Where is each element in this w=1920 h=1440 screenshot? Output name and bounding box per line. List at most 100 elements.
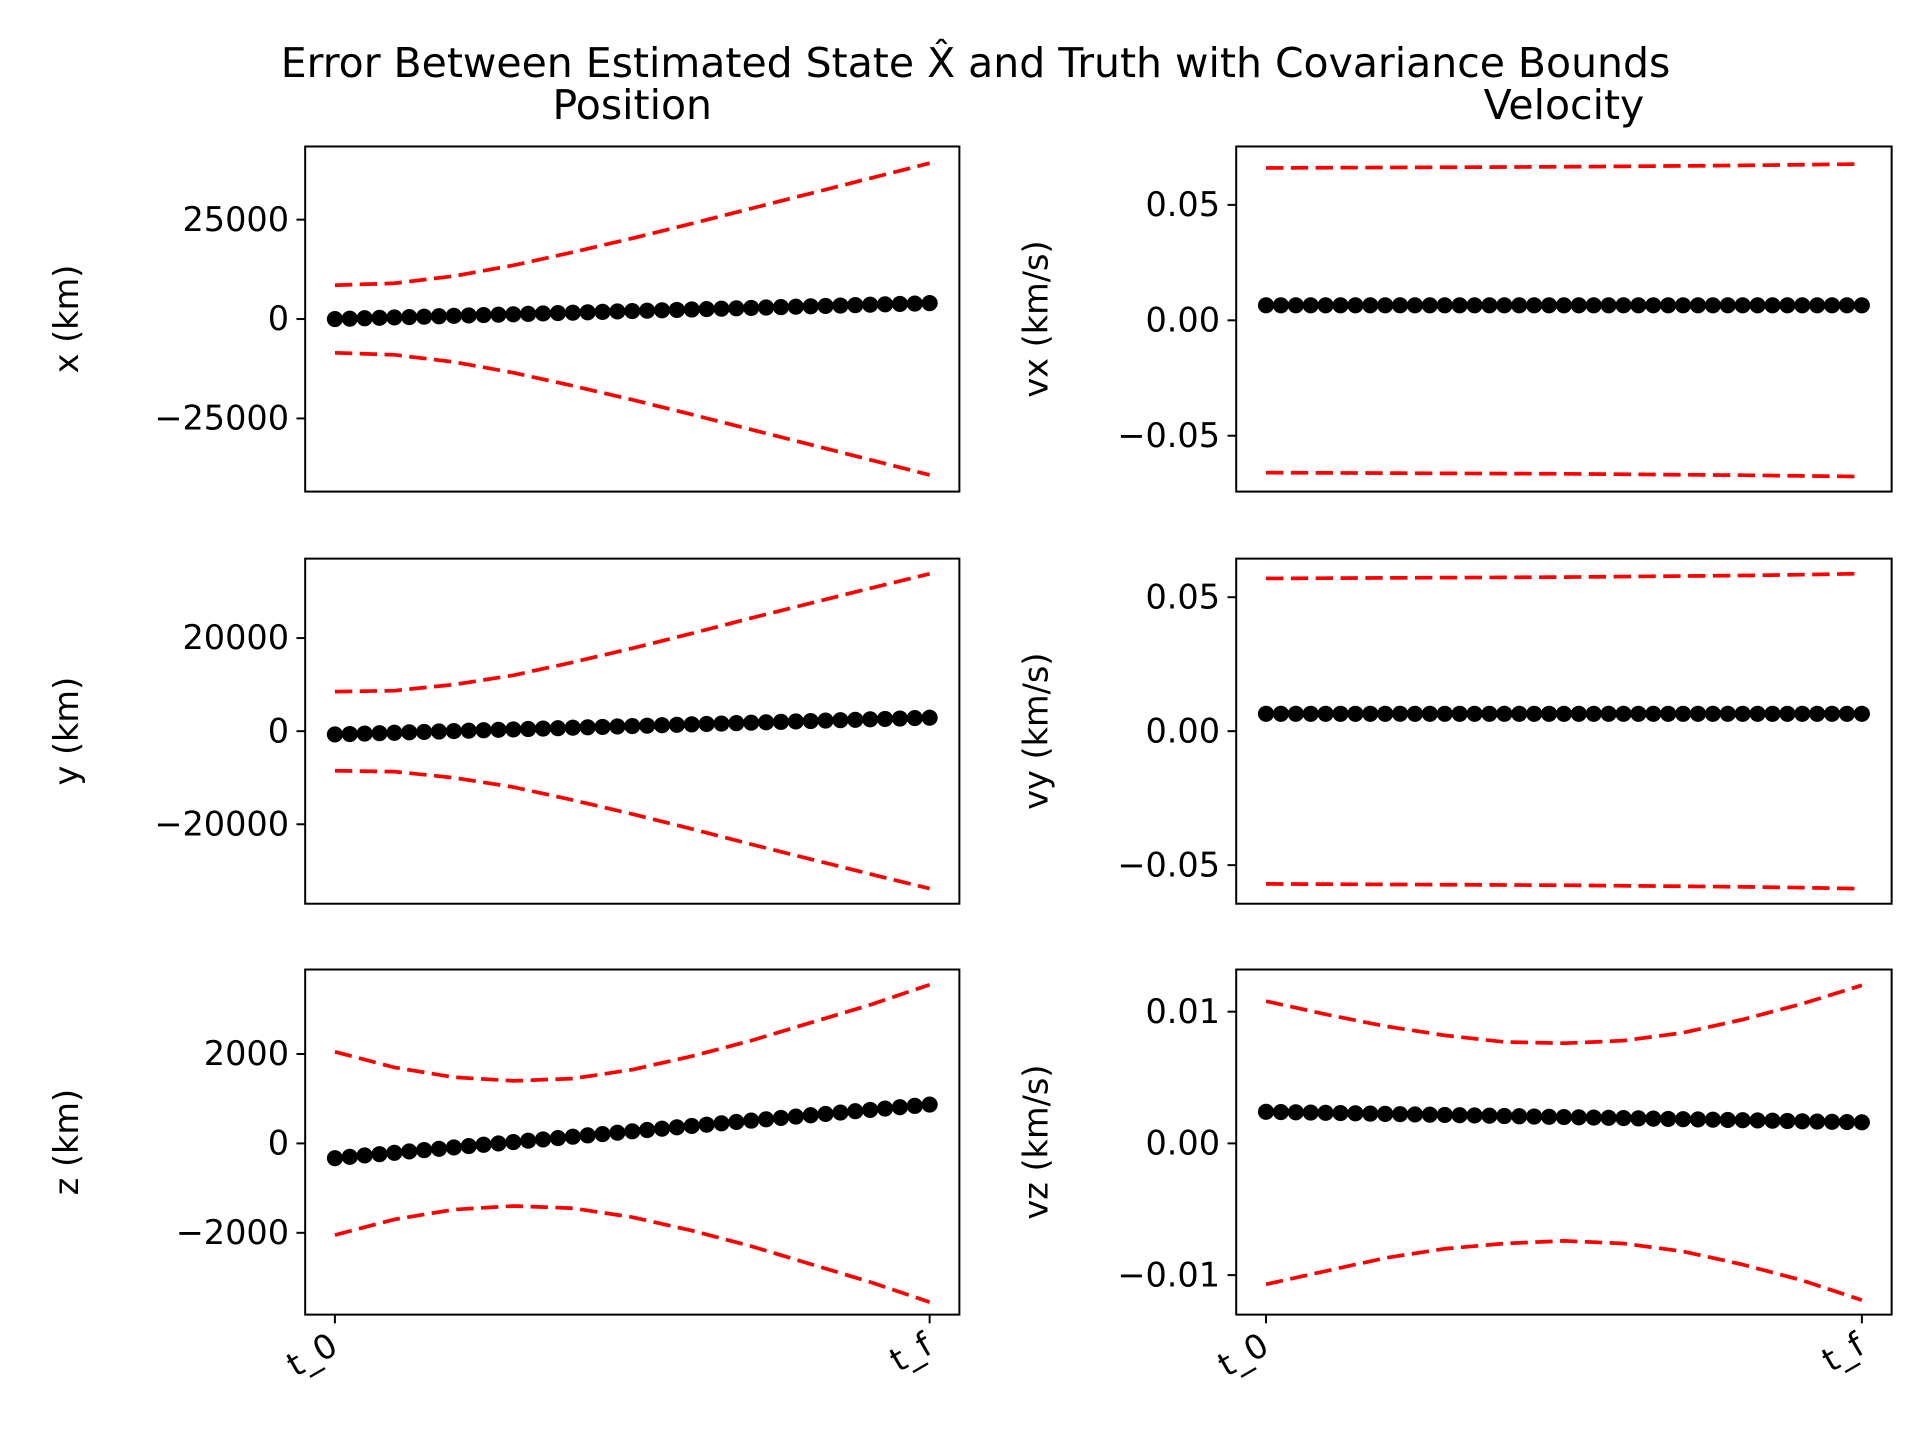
data-point: [1496, 705, 1513, 722]
bound-line: [1265, 882, 1862, 891]
data-point: [609, 1124, 626, 1141]
data-point: [876, 296, 894, 313]
data-point: [445, 723, 462, 740]
data-point: [639, 1121, 656, 1139]
data-point: [1272, 297, 1289, 314]
data-point: [653, 717, 671, 734]
data-point: [817, 1105, 834, 1122]
data-point: [817, 297, 834, 314]
data-point: [609, 718, 626, 735]
data-point: [594, 303, 611, 320]
data-point: [534, 1131, 552, 1148]
data-point: [1451, 297, 1468, 314]
data-point: [1675, 1111, 1692, 1128]
data-point: [1332, 297, 1349, 314]
data-point: [832, 297, 849, 314]
data-point: [1824, 1113, 1841, 1130]
data-point: [1824, 297, 1841, 314]
data-point: [1496, 297, 1513, 314]
y-tick-label: 0.00: [1145, 300, 1220, 339]
data-point: [475, 306, 492, 324]
data-point: [772, 1109, 790, 1126]
data-point: [1809, 1113, 1826, 1130]
data-point: [1362, 705, 1379, 722]
y-tick-label: 0: [268, 711, 289, 750]
data-point: [1570, 1109, 1587, 1126]
data-point: [847, 711, 864, 728]
data-point: [1257, 705, 1275, 722]
data-point: [549, 1129, 567, 1147]
data-point: [549, 720, 567, 737]
data-point: [1675, 297, 1692, 314]
data-point: [1749, 1112, 1766, 1129]
data-point: [1347, 1105, 1364, 1122]
data-point: [683, 301, 700, 318]
data-point: [639, 717, 656, 734]
data-point: [1317, 297, 1334, 314]
data-point: [832, 1104, 849, 1121]
data-point: [371, 309, 388, 326]
data-point: [1317, 1104, 1334, 1121]
data-point: [1392, 297, 1409, 314]
data-point: [1511, 705, 1528, 722]
data-point: [1838, 705, 1856, 722]
data-point: [1645, 1110, 1662, 1127]
data-point: [847, 297, 864, 314]
data-point: [594, 1125, 611, 1143]
data-point: [1704, 297, 1721, 314]
data-point: [460, 307, 477, 324]
plot-area: [1257, 571, 1870, 891]
y-tick-label: −0.05: [1117, 416, 1220, 455]
data-point: [906, 295, 923, 312]
data-point: [713, 1115, 730, 1132]
data-point: [698, 1116, 715, 1133]
data-point: [401, 724, 418, 741]
data-point: [1555, 705, 1572, 722]
data-point: [534, 305, 552, 322]
data-point: [1585, 297, 1602, 314]
data-point: [891, 1099, 908, 1116]
data-point: [341, 310, 358, 327]
y-axis-label: vz (km/s): [1017, 1065, 1056, 1220]
data-point: [1421, 705, 1438, 722]
data-point: [549, 305, 567, 322]
bound-line: [334, 572, 931, 694]
y-tick-label: −25000: [154, 399, 289, 438]
data-point: [698, 715, 715, 733]
data-point: [743, 714, 760, 731]
data-point: [326, 1150, 343, 1167]
data-point: [1332, 1105, 1349, 1122]
data-point: [1257, 1103, 1275, 1120]
data-point: [758, 1111, 775, 1128]
y-tick-label: 25000: [182, 200, 289, 239]
data-point: [490, 1135, 507, 1152]
data-point: [891, 295, 908, 312]
data-point: [1838, 1113, 1856, 1131]
data-point: [1794, 297, 1811, 314]
data-point: [505, 306, 522, 323]
data-point: [1838, 297, 1856, 314]
data-point: [921, 295, 938, 312]
data-point: [1689, 297, 1707, 314]
data-point: [817, 712, 834, 729]
data-point: [1466, 297, 1483, 314]
data-point: [1630, 297, 1647, 314]
data-point: [713, 300, 730, 317]
data-point: [1362, 297, 1379, 314]
plot-area: [1257, 983, 1870, 1302]
data-point: [1764, 297, 1781, 314]
data-point: [430, 723, 448, 740]
data-point: [1302, 705, 1319, 722]
data-point: [1392, 705, 1409, 722]
data-point: [1809, 705, 1826, 722]
data-point: [341, 725, 358, 743]
data-point: [1377, 1105, 1394, 1122]
subplot: Position x (km) −25000 0 25000: [47, 81, 961, 493]
data-point: [1585, 1109, 1602, 1126]
data-point: [802, 298, 819, 315]
axes-frame: [1235, 145, 1893, 493]
y-axis-label: y (km): [47, 677, 86, 786]
data-point: [743, 1112, 760, 1129]
y-tick-label: 20000: [182, 618, 289, 657]
